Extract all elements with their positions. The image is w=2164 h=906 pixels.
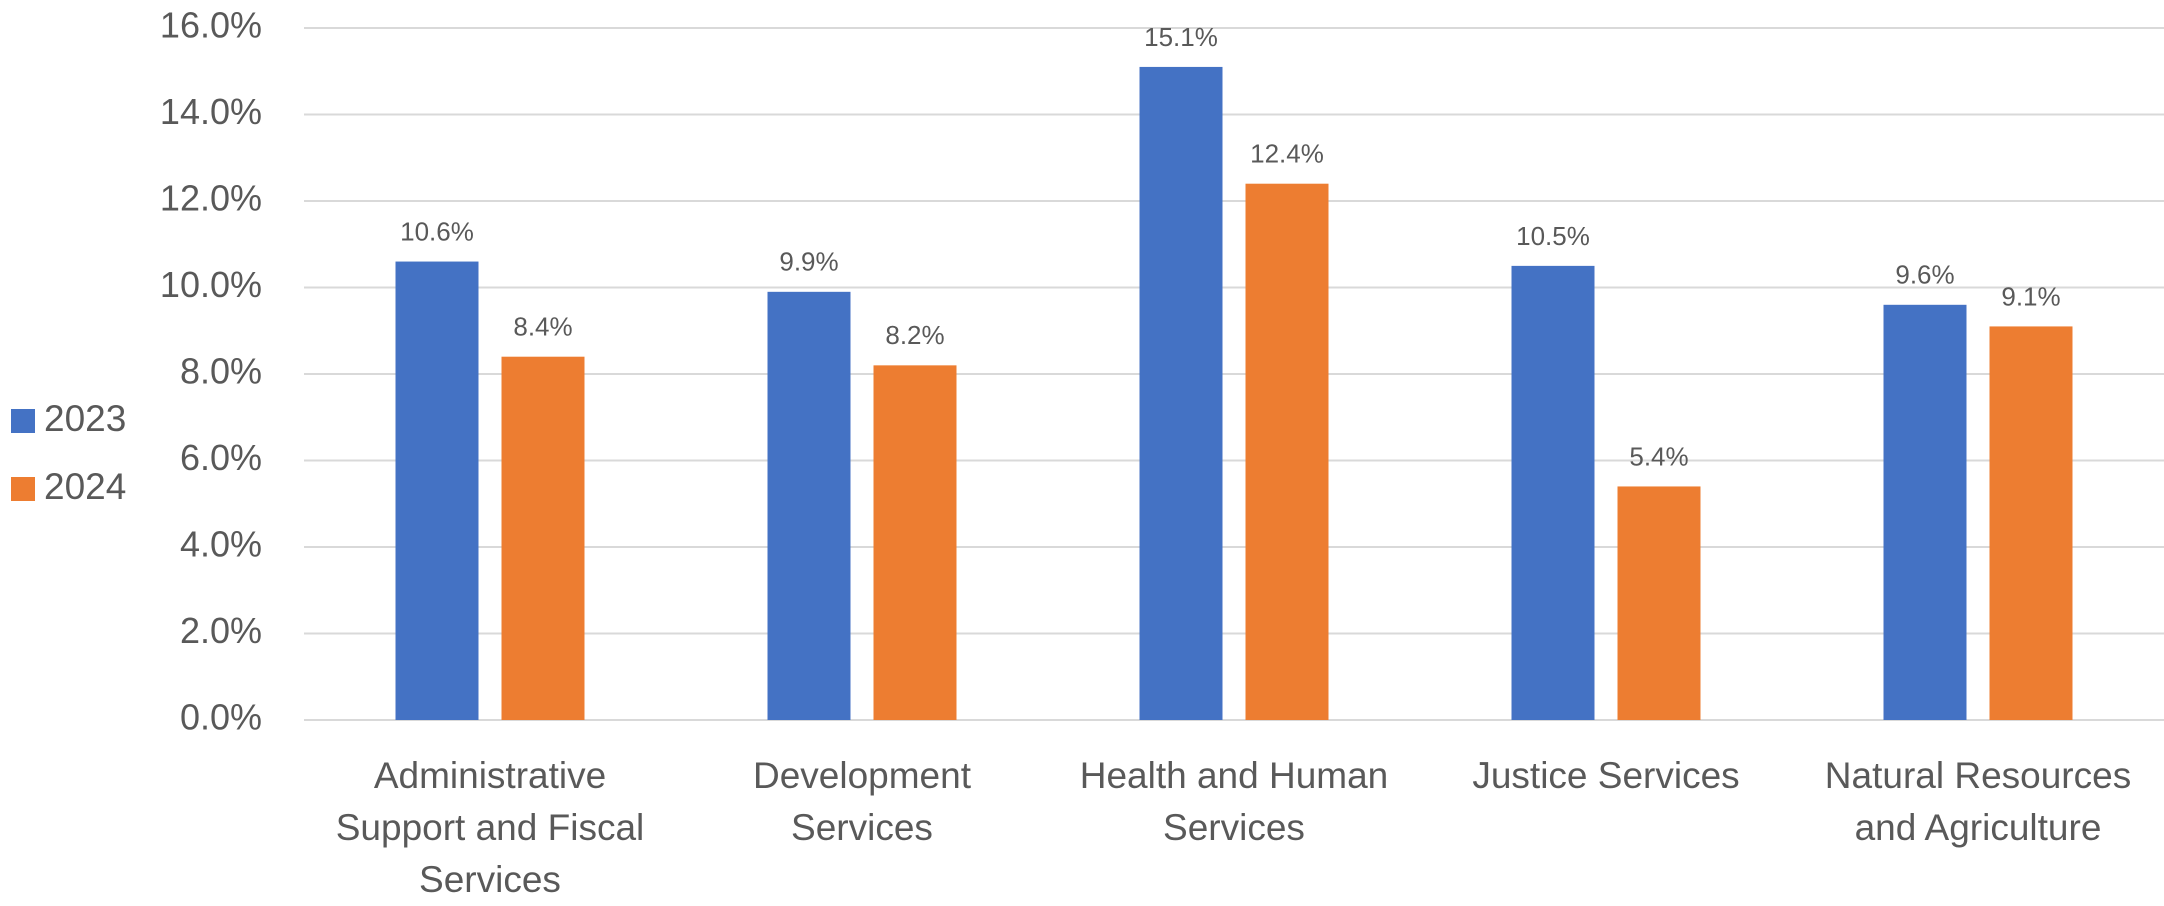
y-tick-label: 12.0%	[160, 178, 262, 219]
legend-label: 2023	[44, 398, 126, 439]
y-tick-label: 16.0%	[160, 5, 262, 46]
y-tick-label: 0.0%	[180, 697, 262, 738]
x-tick-label: Development Services	[752, 755, 971, 848]
data-label: 10.5%	[1516, 221, 1590, 251]
y-tick-label: 10.0%	[160, 264, 262, 305]
data-label: 9.9%	[779, 247, 838, 277]
data-label: 10.6%	[400, 216, 474, 246]
y-tick-label: 8.0%	[180, 351, 262, 392]
y-tick-label: 14.0%	[160, 91, 262, 132]
bar	[1139, 66, 1223, 721]
legend-label: 2024	[44, 466, 126, 507]
bar	[1989, 326, 2073, 720]
legend-swatch	[11, 477, 35, 501]
data-label: 8.4%	[513, 312, 572, 342]
data-label: 15.1%	[1144, 22, 1218, 52]
data-label: 9.6%	[1895, 260, 1954, 290]
legend-swatch	[11, 409, 35, 433]
x-tick-label: Justice Services	[1472, 755, 1740, 796]
data-label: 5.4%	[1629, 441, 1688, 471]
bar	[1511, 265, 1595, 720]
x-tick-label: Health and Human Services	[1079, 755, 1389, 848]
x-tick-label: Natural Resources and Agriculture	[1824, 755, 2132, 848]
x-tick-label: Administrative Support and Fiscal Servic…	[335, 755, 645, 900]
y-tick-label: 6.0%	[180, 437, 262, 478]
bar	[873, 365, 957, 720]
bar	[1245, 183, 1329, 720]
bar	[1617, 486, 1701, 720]
bar	[767, 291, 851, 720]
data-label: 12.4%	[1250, 139, 1324, 169]
bar	[395, 261, 479, 720]
bar	[1883, 304, 1967, 720]
data-label: 9.1%	[2001, 281, 2060, 311]
data-label: 8.2%	[885, 320, 944, 350]
y-tick-label: 4.0%	[180, 524, 262, 565]
bar	[501, 356, 585, 720]
y-tick-label: 2.0%	[180, 610, 262, 651]
